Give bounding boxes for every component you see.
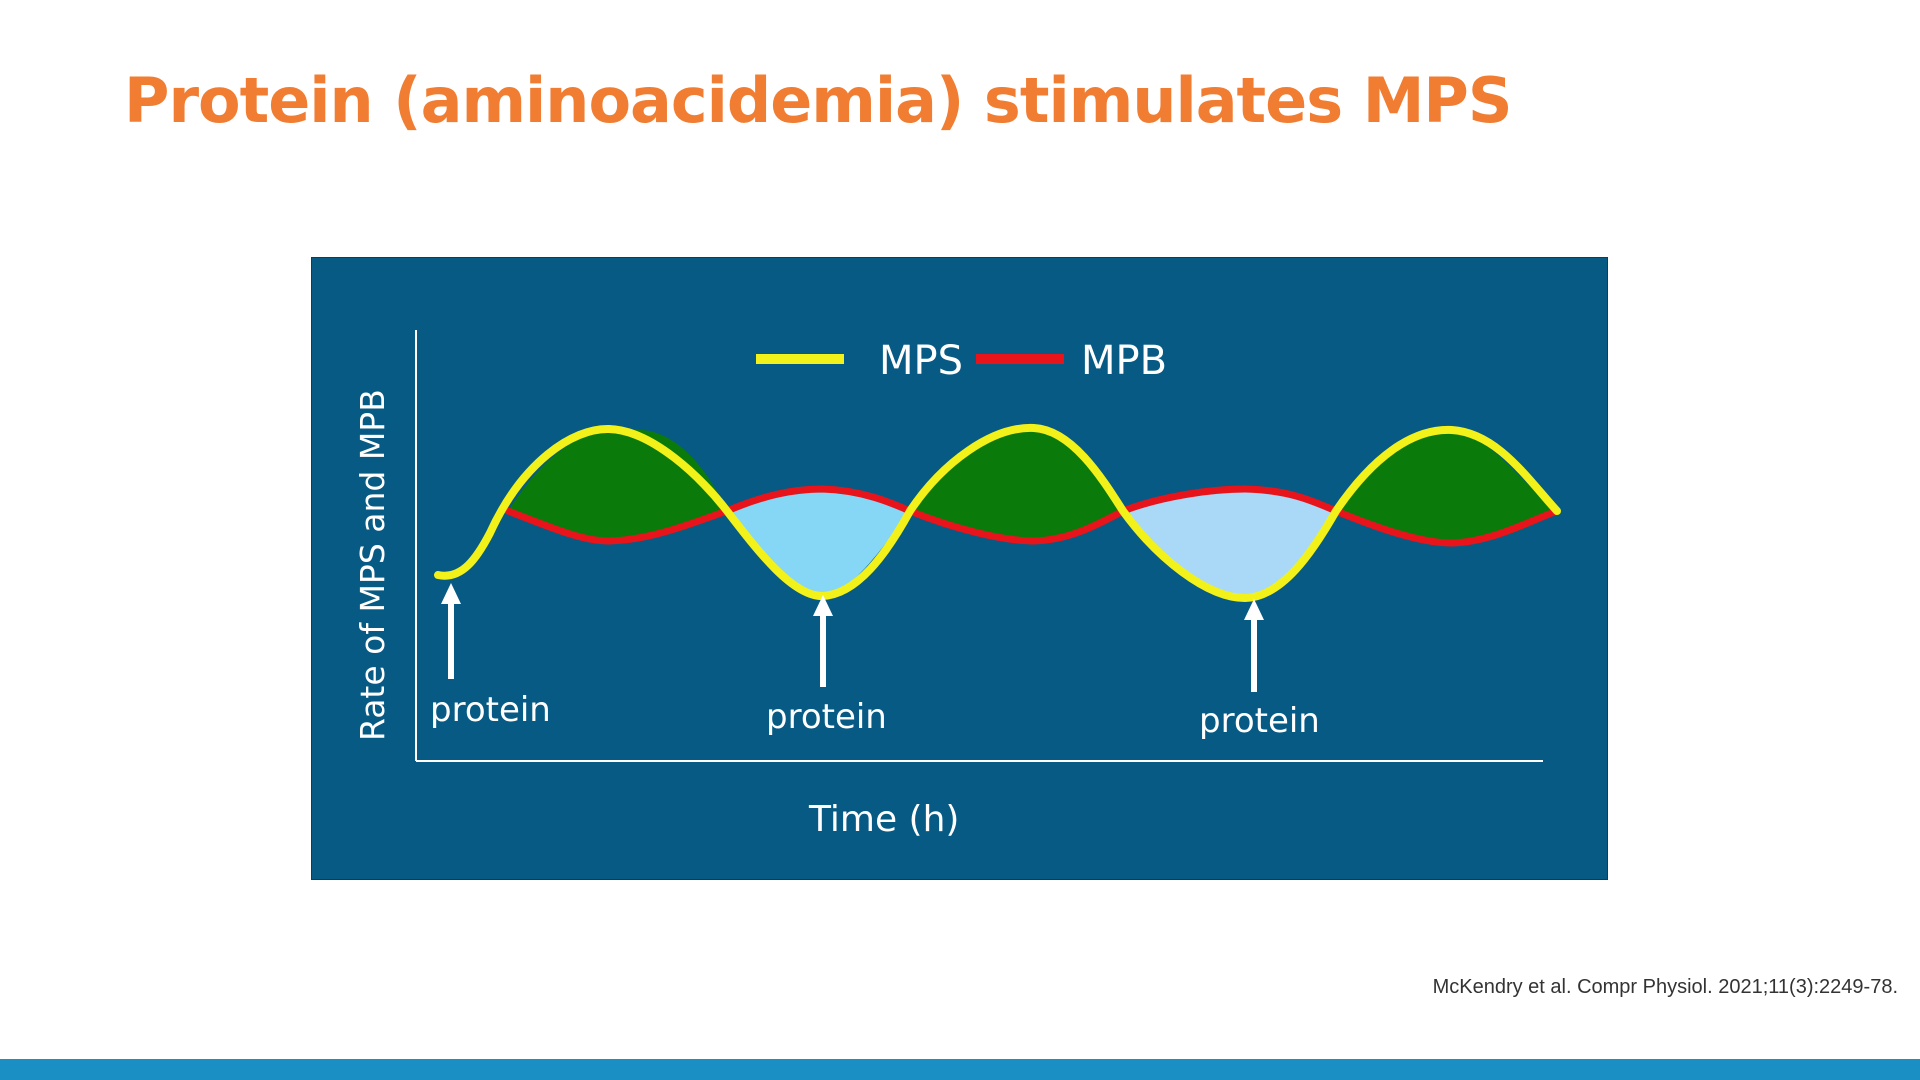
legend-mps-label: MPS: [879, 338, 963, 384]
citation: McKendry et al. Compr Physiol. 2021;11(3…: [1432, 976, 1898, 998]
figure-panel: MPS MPB protein protein protein: [311, 257, 1608, 880]
net-gain-region-3: [1336, 430, 1557, 544]
arrow-head: [813, 595, 833, 616]
protein-arrow-2: [813, 595, 833, 687]
net-loss-region-2: [1123, 488, 1336, 598]
footer-bar: [0, 1059, 1920, 1080]
legend: MPS MPB: [756, 338, 1167, 384]
slide-title: Protein (aminoacidemia) stimulates MPS: [124, 64, 1513, 137]
figure-diagram: MPS MPB protein protein protein: [353, 330, 1561, 840]
mpb-curve: [504, 485, 1561, 547]
protein-label-2: protein: [766, 697, 887, 737]
legend-mpb-label: MPB: [1081, 338, 1167, 384]
arrow-head: [1244, 599, 1264, 620]
protein-arrow-1: [441, 583, 461, 679]
x-axis-label: Time (h): [808, 799, 959, 840]
protein-arrow-3: [1244, 599, 1264, 692]
net-loss-region-1: [727, 488, 910, 597]
arrow-head: [441, 583, 461, 604]
y-axis-label: Rate of MPS and MPB: [353, 389, 392, 741]
protein-label-3: protein: [1199, 701, 1320, 741]
mps-curve: [434, 423, 1561, 603]
protein-label-1: protein: [430, 690, 551, 730]
